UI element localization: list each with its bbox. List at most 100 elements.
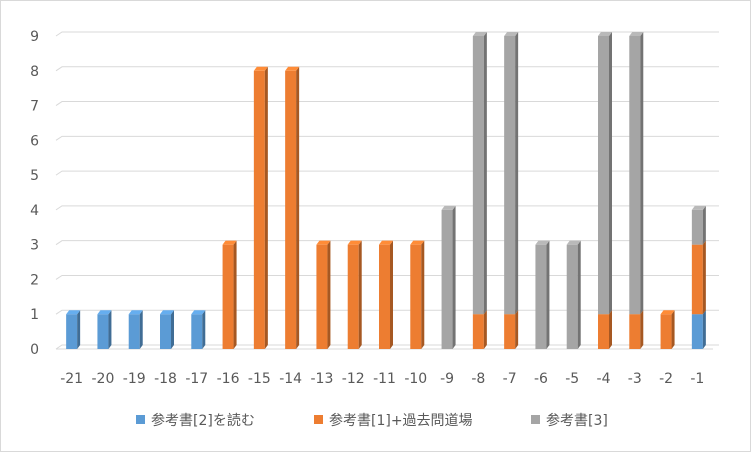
bar-top-face — [66, 310, 81, 315]
bar-front-face — [347, 244, 359, 349]
bar-segment — [598, 310, 612, 349]
bar-side-face — [702, 240, 706, 315]
bar-side-face — [77, 310, 81, 349]
y-tick-label: 2 — [30, 272, 39, 288]
bar-front-face — [285, 70, 297, 350]
bar-side-face — [702, 205, 706, 245]
bar-front-face — [160, 314, 171, 349]
legend-label: 参考書[2]を読む — [151, 412, 255, 429]
bar-side-face — [671, 310, 675, 349]
gridline — [55, 170, 719, 176]
x-tick-label: -3 — [628, 371, 642, 387]
bar-top-face — [379, 240, 393, 245]
gridline — [55, 135, 719, 141]
bar-segment — [535, 240, 550, 349]
bar-top-face — [472, 32, 487, 36]
bar-side-face — [483, 310, 487, 349]
bar-front-face — [97, 314, 109, 349]
bar-front-face — [504, 36, 516, 315]
x-tick-label: -20 — [91, 371, 114, 387]
gridline — [55, 344, 719, 350]
bar-segment — [472, 310, 487, 349]
bar-side-face — [515, 32, 519, 315]
bar-top-face — [566, 240, 581, 245]
bar-segment — [66, 310, 81, 349]
x-tick-label: -11 — [373, 371, 396, 387]
gridline — [55, 66, 719, 72]
bar-top-face — [347, 240, 362, 245]
bar-side-face — [139, 310, 143, 349]
x-tick-label: -4 — [597, 371, 611, 387]
x-tick-label: -10 — [404, 371, 427, 387]
bar-segment — [410, 240, 425, 349]
x-tick-label: -6 — [534, 371, 548, 387]
bar-front-face — [691, 314, 703, 349]
bar-segment — [285, 66, 300, 350]
bar-top-face — [504, 32, 519, 36]
bar-front-face — [535, 244, 547, 349]
bar-front-face — [379, 244, 390, 349]
bar-segment — [191, 310, 206, 349]
bar-front-face — [222, 244, 234, 349]
bar-top-face — [629, 32, 644, 36]
bar-segment — [660, 310, 675, 349]
bar-top-face — [128, 310, 143, 315]
bar-front-face — [566, 244, 578, 349]
bar-segment — [504, 32, 519, 315]
bar-side-face — [202, 310, 206, 349]
bar-segment — [629, 310, 644, 349]
bar-top-face — [441, 205, 456, 210]
bar-top-face — [97, 310, 112, 315]
y-tick-label: 4 — [30, 203, 39, 219]
bar-segment — [629, 32, 644, 315]
y-tick-label: 7 — [30, 99, 39, 115]
x-tick-label: -13 — [310, 371, 333, 387]
bar-side-face — [358, 240, 362, 349]
bar-front-face — [504, 314, 516, 349]
bar-side-face — [327, 240, 331, 349]
x-tick-label: -17 — [185, 371, 208, 387]
bar-front-face — [629, 314, 641, 349]
x-tick-label: -16 — [217, 371, 240, 387]
x-tick-label: -18 — [154, 371, 177, 387]
x-tick-label: -15 — [248, 371, 271, 387]
bar-segment — [504, 310, 519, 349]
bar-front-face — [441, 209, 453, 349]
x-tick-label: -1 — [690, 371, 704, 387]
bar-front-face — [191, 314, 203, 349]
bar-side-face — [421, 240, 425, 349]
gridline — [55, 274, 719, 280]
x-tick-label: -9 — [440, 371, 454, 387]
bar-top-face — [222, 240, 237, 245]
x-tick-label: -2 — [659, 371, 673, 387]
bar-front-face — [253, 70, 265, 350]
bar-side-face — [546, 240, 550, 349]
bar-top-face — [316, 240, 331, 245]
bar-front-face — [128, 314, 140, 349]
gridline — [55, 205, 719, 211]
bar-top-face — [410, 240, 425, 245]
legend-label: 参考書[1]+過去問道場 — [329, 412, 473, 429]
x-axis-tick-labels: -21 -20 -19 -18 -17 -16 -15 -14 -13 -12 -11 -10 -9 -8… — [60, 371, 704, 387]
bar-segment — [222, 240, 237, 349]
bar-segment — [160, 310, 174, 349]
legend-swatch — [531, 415, 540, 424]
bar-segment — [691, 240, 706, 315]
x-tick-label: -7 — [503, 371, 517, 387]
y-tick-label: 0 — [30, 342, 39, 358]
bar-segment — [691, 310, 706, 349]
bar-front-face — [316, 244, 328, 349]
bar-front-face — [472, 314, 484, 349]
bar-segment — [97, 310, 112, 349]
gridline — [55, 309, 719, 315]
x-tick-label: -8 — [471, 371, 485, 387]
y-tick-label: 1 — [30, 307, 39, 323]
bar-top-face — [598, 32, 612, 36]
bar-segment — [691, 205, 706, 245]
gridline — [55, 101, 719, 106]
bar-segment — [128, 310, 143, 349]
bar-segment — [441, 205, 456, 349]
x-tick-label: -14 — [279, 371, 302, 387]
bar-segment — [379, 240, 393, 349]
